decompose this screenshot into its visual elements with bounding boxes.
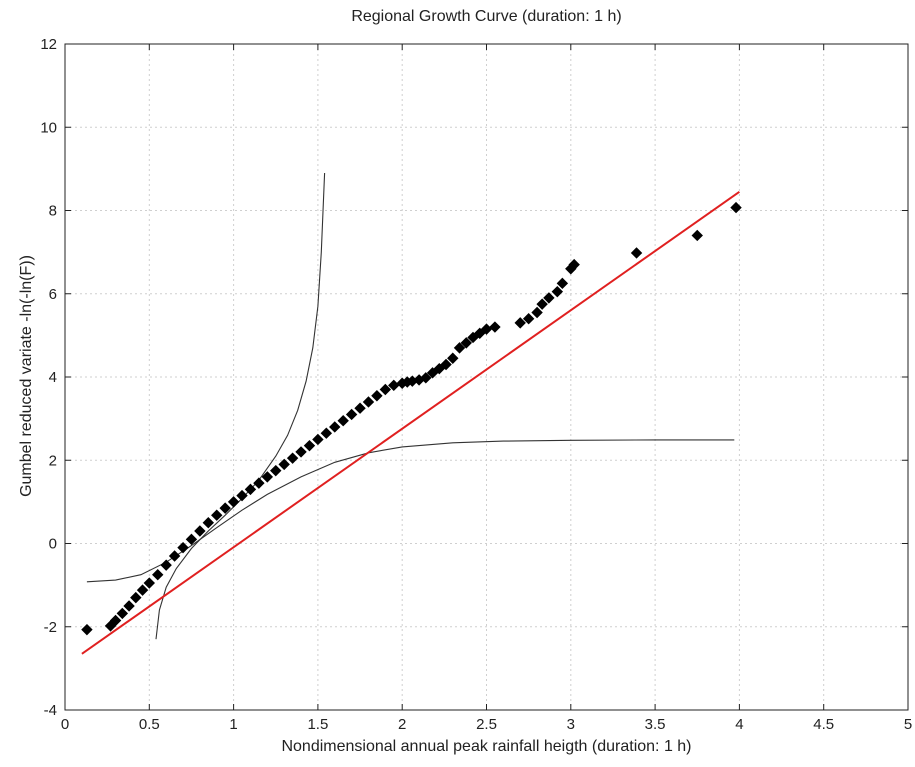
data-point bbox=[123, 600, 135, 612]
data-point bbox=[152, 569, 164, 581]
data-point bbox=[522, 313, 535, 325]
data-point bbox=[730, 201, 742, 214]
data-point bbox=[303, 439, 316, 452]
y-tick-label: 10 bbox=[40, 119, 57, 136]
y-tick-label: -4 bbox=[44, 702, 57, 719]
data-point bbox=[136, 584, 149, 596]
data-point bbox=[514, 317, 526, 329]
x-tick-label: 2.5 bbox=[476, 716, 497, 733]
data-point bbox=[329, 421, 341, 433]
y-tick-label: 8 bbox=[49, 203, 57, 220]
data-point bbox=[543, 292, 555, 304]
data-point bbox=[551, 285, 564, 298]
fit-line-group bbox=[81, 190, 740, 655]
ticks: 0 0.5 1 1.5 2 2.5 3 3.5 4 4.5 5 -4 -2 0 2 4 6 8 10 12 bbox=[40, 36, 912, 733]
x-tick-label: 3 bbox=[567, 716, 575, 733]
data-point bbox=[109, 614, 122, 627]
data-point bbox=[185, 533, 198, 546]
x-tick-label: 2 bbox=[398, 716, 406, 733]
data-point bbox=[261, 471, 274, 483]
data-point bbox=[426, 367, 439, 379]
data-point bbox=[447, 352, 459, 364]
data-point bbox=[211, 509, 223, 521]
data-point bbox=[320, 427, 333, 439]
data-point bbox=[536, 298, 548, 310]
y-tick-label: -2 bbox=[44, 619, 57, 636]
data-points bbox=[81, 201, 742, 636]
y-tick-label: 6 bbox=[49, 286, 57, 303]
upper-bound-curve bbox=[155, 172, 326, 640]
data-point bbox=[278, 458, 290, 471]
data-point bbox=[474, 327, 486, 340]
data-point bbox=[219, 502, 231, 514]
data-point bbox=[177, 541, 189, 554]
data-point bbox=[420, 372, 432, 384]
y-tick-label: 12 bbox=[40, 36, 57, 53]
data-point bbox=[194, 525, 206, 537]
bound-curves bbox=[86, 172, 735, 640]
data-point bbox=[556, 277, 569, 290]
data-point bbox=[236, 489, 248, 502]
chart-title: Regional Growth Curve (duration: 1 h) bbox=[351, 8, 622, 25]
data-point bbox=[440, 358, 452, 371]
data-point bbox=[371, 390, 383, 402]
x-tick-label: 1 bbox=[229, 716, 237, 733]
data-point bbox=[116, 607, 129, 620]
data-point bbox=[253, 477, 265, 489]
data-point bbox=[354, 402, 366, 414]
data-point bbox=[489, 321, 501, 333]
data-point bbox=[568, 258, 580, 271]
data-point bbox=[691, 229, 703, 242]
data-point bbox=[295, 446, 307, 458]
y-axis-label: Gumbel reduced variate -ln(-ln(F)) bbox=[18, 255, 35, 497]
data-point bbox=[227, 496, 240, 508]
x-tick-label: 4 bbox=[735, 716, 743, 733]
data-point bbox=[467, 331, 479, 344]
data-point bbox=[337, 414, 349, 427]
x-tick-label: 5 bbox=[904, 716, 912, 733]
x-tick-label: 4.5 bbox=[813, 716, 834, 733]
data-point bbox=[362, 396, 375, 408]
data-point bbox=[312, 433, 324, 446]
x-axis-label: Nondimensional annual peak rainfall heig… bbox=[281, 738, 692, 755]
data-point bbox=[81, 623, 93, 636]
data-point bbox=[531, 306, 543, 319]
data-point bbox=[345, 408, 358, 421]
data-point bbox=[270, 464, 282, 477]
grid bbox=[64, 43, 909, 711]
data-point bbox=[202, 516, 215, 529]
data-point bbox=[130, 591, 142, 604]
data-point bbox=[244, 483, 257, 496]
fit-line bbox=[81, 190, 740, 655]
lower-bound-curve bbox=[86, 439, 735, 583]
y-tick-label: 2 bbox=[49, 452, 57, 469]
data-point bbox=[433, 362, 445, 375]
data-point bbox=[460, 337, 472, 349]
data-point bbox=[453, 342, 466, 354]
data-point bbox=[286, 452, 299, 464]
data-point bbox=[160, 559, 172, 571]
y-tick-label: 4 bbox=[49, 369, 57, 386]
data-point bbox=[379, 383, 392, 396]
y-tick-label: 0 bbox=[49, 536, 57, 553]
data-point bbox=[630, 247, 643, 259]
data-point bbox=[168, 550, 181, 562]
x-tick-label: 0 bbox=[61, 716, 69, 733]
x-tick-label: 3.5 bbox=[645, 716, 666, 733]
data-point bbox=[143, 577, 156, 589]
x-tick-label: 1.5 bbox=[307, 716, 328, 733]
x-tick-label: 0.5 bbox=[139, 716, 160, 733]
